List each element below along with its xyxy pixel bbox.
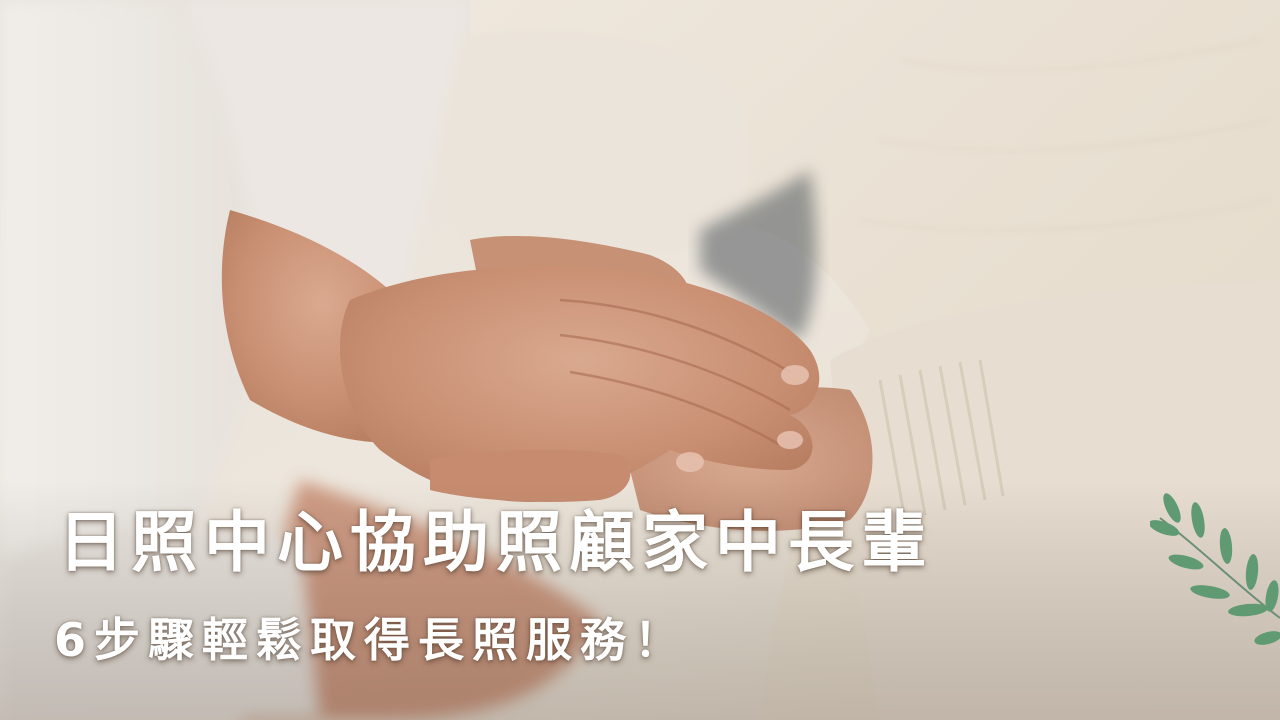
leaf-branch-icon xyxy=(1150,493,1280,645)
banner-headline: 日照中心協助照顧家中長輩 xyxy=(58,504,934,581)
banner-subheadline: 6步驟輕鬆取得長照服務！ xyxy=(54,613,689,667)
